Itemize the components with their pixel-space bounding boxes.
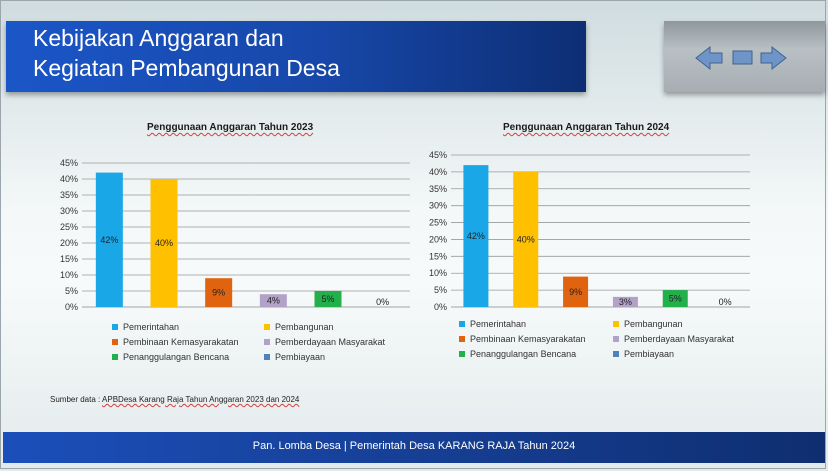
y-tick-label: 35% [60, 190, 78, 200]
legend-label: Pembinaan Kemasyarakatan [123, 337, 239, 347]
y-tick-label: 5% [434, 285, 447, 295]
legend-label: Pembiayaan [275, 352, 326, 362]
y-tick-label: 20% [429, 234, 447, 244]
y-tick-label: 35% [429, 184, 447, 194]
legend-swatch [459, 351, 465, 357]
legend-item: Pemerintahan [459, 319, 526, 329]
legend-label: Pemerintahan [123, 322, 180, 332]
chart-title: Penggunaan Anggaran Tahun 2023 [147, 122, 314, 133]
legend-label: Pemberdayaan Masyarakat [275, 337, 386, 347]
y-tick-label: 0% [65, 302, 78, 312]
legend-swatch [264, 339, 270, 345]
legend-label: Penanggulangan Bencana [123, 352, 230, 362]
legend-label: Pembangunan [624, 319, 683, 329]
y-tick-label: 15% [60, 254, 78, 264]
data-label: 0% [719, 297, 732, 307]
legend-swatch [112, 339, 118, 345]
source-text: APBDesa Karang Raja Tahun Anggaran 2023 … [102, 395, 300, 404]
legend-item: Pemerintahan [112, 322, 179, 332]
y-tick-label: 5% [65, 286, 78, 296]
bar-pembinaan-kemasyarakatan [205, 278, 233, 307]
legend-label: Pembiayaan [624, 349, 675, 359]
y-tick-label: 30% [429, 201, 447, 211]
data-label: 5% [669, 294, 682, 304]
legend-item: Penanggulangan Bencana [459, 349, 576, 359]
legend-swatch [112, 354, 118, 360]
legend-label: Pembangunan [275, 322, 334, 332]
y-tick-label: 15% [429, 251, 447, 261]
data-label: 5% [321, 294, 334, 304]
legend-label: Pembinaan Kemasyarakatan [470, 334, 586, 344]
legend-swatch [459, 336, 465, 342]
y-tick-label: 10% [429, 268, 447, 278]
footer-bar: Pan. Lomba Desa | Pemerintah Desa KARANG… [3, 432, 825, 463]
legend-item: Pemberdayaan Masyarakat [264, 337, 385, 347]
footer-text: Pan. Lomba Desa | Pemerintah Desa KARANG… [252, 440, 576, 452]
data-label: 3% [619, 297, 632, 307]
source-note: Sumber data : APBDesa Karang Raja Tahun … [50, 395, 299, 404]
legend-item: Pembangunan [264, 322, 334, 332]
data-label: 42% [467, 231, 485, 241]
data-label: 42% [100, 235, 118, 245]
bar-penanggulangan-bencana [314, 291, 342, 307]
page-title-line-2: Kegiatan Pembangunan Desa [33, 55, 340, 81]
legend-swatch [264, 354, 270, 360]
y-tick-label: 40% [429, 167, 447, 177]
bar-pemberdayaan-masyarakat [612, 296, 638, 307]
y-tick-label: 45% [429, 150, 447, 160]
y-tick-label: 20% [60, 238, 78, 248]
legend-item: Pembangunan [613, 319, 683, 329]
data-label: 4% [267, 296, 280, 306]
data-label: 40% [155, 238, 173, 248]
y-tick-label: 45% [60, 158, 78, 168]
data-label: 9% [569, 287, 582, 297]
y-tick-label: 40% [60, 174, 78, 184]
bar-pembinaan-kemasyarakatan [563, 276, 589, 307]
y-tick-label: 10% [60, 270, 78, 280]
legend-swatch [264, 324, 270, 330]
bar-pembangunan [513, 171, 539, 307]
legend-label: Penanggulangan Bencana [470, 349, 577, 359]
legend-swatch [613, 321, 619, 327]
legend-item: Pembiayaan [613, 349, 674, 359]
y-tick-label: 25% [60, 222, 78, 232]
arrow-right-icon[interactable] [760, 45, 787, 71]
data-label: 40% [517, 234, 535, 244]
legend-item: Penanggulangan Bencana [112, 352, 229, 362]
legend-item: Pembinaan Kemasyarakatan [112, 337, 239, 347]
square-icon[interactable] [732, 50, 753, 65]
bar-pemerintahan [95, 172, 123, 307]
page-title-line-1: Kebijakan Anggaran dan [33, 25, 284, 51]
arrow-left-icon[interactable] [695, 45, 723, 71]
legend-swatch [613, 351, 619, 357]
source-prefix: Sumber data : [50, 395, 103, 404]
slide-navigation [664, 21, 825, 92]
y-tick-label: 25% [429, 218, 447, 228]
bar-pemerintahan [463, 165, 489, 307]
data-label: 0% [376, 297, 389, 307]
legend-swatch [112, 324, 118, 330]
legend-swatch [459, 321, 465, 327]
legend-swatch [613, 336, 619, 342]
bar-penanggulangan-bencana [662, 290, 688, 307]
legend-item: Pembinaan Kemasyarakatan [459, 334, 586, 344]
title-banner: Kebijakan Anggaran dan Kegiatan Pembangu… [6, 21, 586, 92]
bar-pembangunan [150, 179, 178, 307]
y-tick-label: 0% [434, 302, 447, 312]
chart-title: Penggunaan Anggaran Tahun 2024 [503, 122, 670, 133]
legend-label: Pemberdayaan Masyarakat [624, 334, 735, 344]
bar-pemberdayaan-masyarakat [259, 294, 287, 307]
legend-item: Pembiayaan [264, 352, 325, 362]
data-label: 9% [212, 288, 225, 298]
legend-item: Pemberdayaan Masyarakat [613, 334, 734, 344]
y-tick-label: 30% [60, 206, 78, 216]
legend-label: Pemerintahan [470, 319, 527, 329]
